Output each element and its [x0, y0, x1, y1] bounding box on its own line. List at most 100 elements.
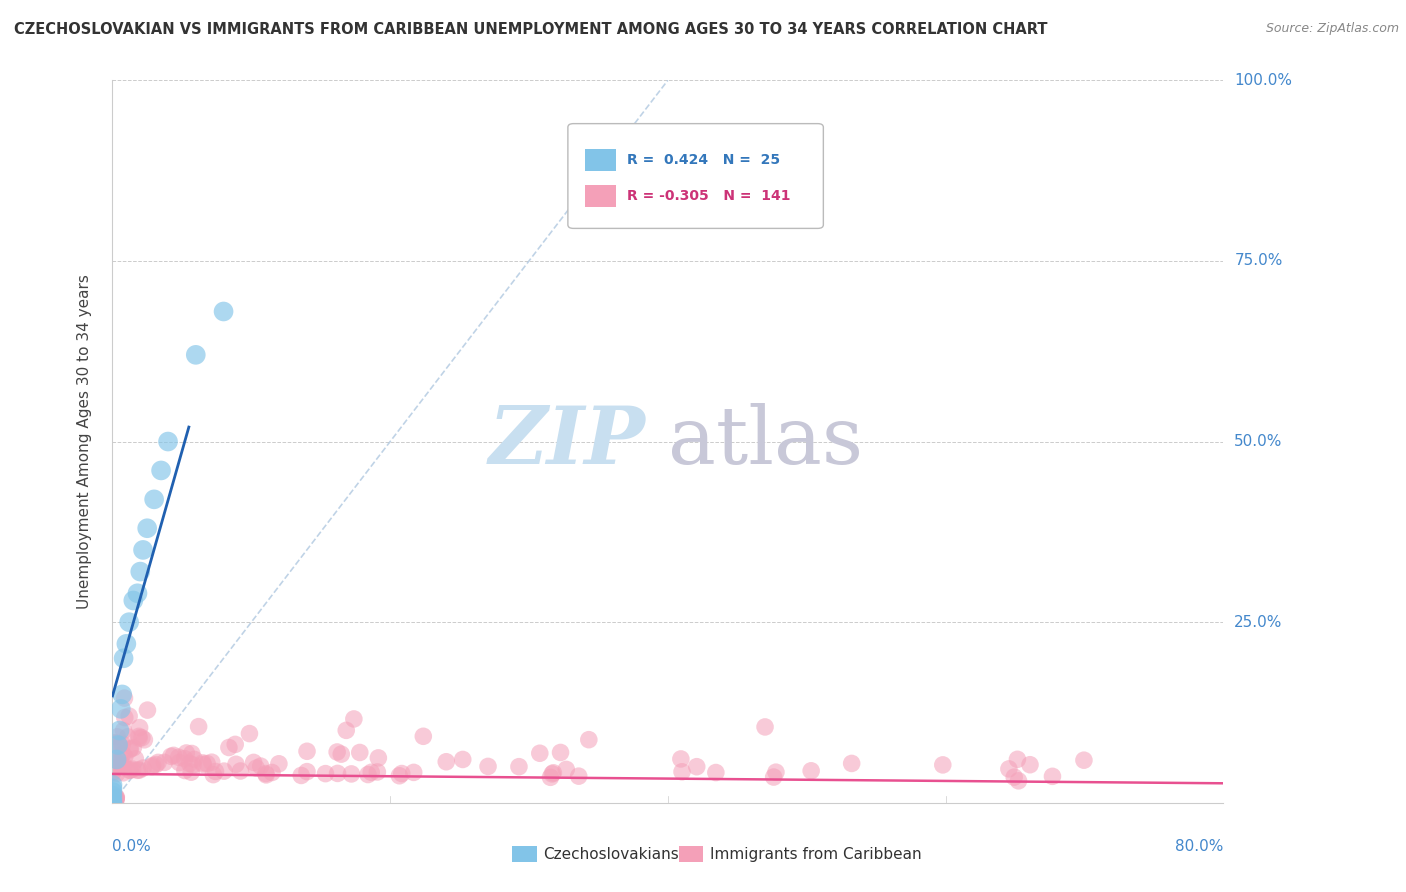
Point: [103, 754, 125, 768]
Point: [340, 767, 363, 781]
Point: [765, 765, 787, 780]
Point: [118, 615, 141, 630]
Point: [249, 759, 271, 773]
Point: [108, 755, 131, 769]
FancyBboxPatch shape: [679, 847, 703, 862]
Point: [529, 746, 551, 760]
Point: [174, 764, 197, 778]
Point: [107, 760, 129, 774]
Point: [105, 790, 128, 805]
Text: atlas: atlas: [668, 402, 863, 481]
FancyBboxPatch shape: [585, 149, 616, 170]
Point: [762, 770, 785, 784]
Point: [204, 764, 226, 779]
Point: [103, 790, 125, 805]
Point: [157, 434, 180, 449]
Point: [434, 755, 457, 769]
Point: [229, 764, 252, 778]
Point: [101, 765, 124, 780]
Point: [191, 756, 214, 770]
Point: [932, 757, 955, 772]
Point: [132, 761, 155, 775]
Point: [1073, 753, 1095, 767]
Point: [366, 764, 388, 779]
Point: [145, 757, 167, 772]
Point: [114, 691, 136, 706]
Point: [104, 794, 127, 808]
Text: 75.0%: 75.0%: [1234, 253, 1282, 268]
Point: [127, 586, 149, 600]
Point: [112, 758, 135, 772]
Point: [841, 756, 863, 771]
Text: Immigrants from Caribbean: Immigrants from Caribbean: [710, 847, 922, 862]
Text: 50.0%: 50.0%: [1234, 434, 1282, 449]
Point: [103, 761, 125, 775]
Point: [101, 789, 124, 803]
Point: [101, 785, 124, 799]
Text: 100.0%: 100.0%: [1234, 73, 1292, 87]
Point: [180, 765, 202, 780]
Point: [184, 348, 207, 362]
Point: [101, 793, 124, 807]
Point: [568, 769, 591, 783]
Point: [101, 778, 124, 792]
Point: [238, 726, 260, 740]
Point: [242, 756, 264, 770]
Point: [669, 752, 692, 766]
Point: [550, 746, 572, 760]
Point: [150, 463, 173, 477]
Point: [103, 792, 125, 806]
Point: [704, 765, 727, 780]
Point: [1002, 770, 1025, 784]
Point: [343, 712, 366, 726]
Y-axis label: Unemployment Among Ages 30 to 34 years: Unemployment Among Ages 30 to 34 years: [77, 274, 91, 609]
Point: [367, 751, 389, 765]
Point: [179, 756, 201, 771]
Point: [117, 730, 139, 744]
Point: [112, 765, 135, 780]
Point: [1007, 752, 1029, 766]
Point: [103, 761, 125, 775]
Point: [110, 758, 132, 772]
Point: [290, 768, 312, 782]
Point: [349, 746, 371, 760]
Point: [1042, 769, 1064, 783]
Point: [101, 764, 124, 779]
Text: 25.0%: 25.0%: [1234, 615, 1282, 630]
Point: [104, 736, 127, 750]
Text: Czechoslovakians: Czechoslovakians: [544, 847, 679, 862]
Point: [115, 637, 138, 651]
Point: [254, 766, 277, 780]
Point: [104, 754, 127, 768]
Point: [111, 687, 134, 701]
Point: [391, 766, 413, 780]
Point: [183, 752, 205, 766]
Point: [201, 755, 224, 769]
Point: [180, 747, 202, 761]
Point: [326, 766, 349, 780]
Point: [105, 752, 128, 766]
Point: [121, 762, 143, 776]
Point: [101, 792, 124, 806]
Point: [245, 761, 267, 775]
Point: [402, 765, 425, 780]
Text: Source: ZipAtlas.com: Source: ZipAtlas.com: [1265, 22, 1399, 36]
Point: [388, 769, 411, 783]
Point: [225, 757, 247, 772]
Point: [330, 747, 353, 761]
Point: [128, 721, 150, 735]
Point: [508, 759, 530, 773]
Point: [800, 764, 823, 778]
Text: R =  0.424   N =  25: R = 0.424 N = 25: [627, 153, 780, 167]
Point: [128, 731, 150, 745]
Point: [176, 746, 198, 760]
Point: [224, 738, 246, 752]
Point: [132, 542, 155, 557]
Point: [153, 756, 176, 770]
Point: [103, 736, 125, 750]
Point: [136, 703, 159, 717]
Point: [134, 732, 156, 747]
Point: [129, 565, 152, 579]
Point: [541, 767, 564, 781]
Text: ZIP: ZIP: [489, 403, 645, 480]
